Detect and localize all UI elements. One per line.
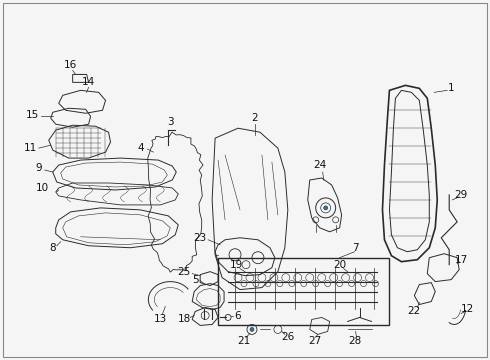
- Circle shape: [250, 328, 254, 332]
- Text: 16: 16: [64, 60, 77, 71]
- Text: 13: 13: [154, 314, 167, 324]
- Text: 10: 10: [36, 183, 49, 193]
- Text: 9: 9: [35, 163, 42, 173]
- Text: 1: 1: [448, 84, 455, 93]
- Text: 8: 8: [49, 243, 56, 253]
- Text: 5: 5: [192, 275, 198, 285]
- Text: 14: 14: [82, 77, 95, 87]
- Text: 18: 18: [177, 314, 191, 324]
- Text: 26: 26: [281, 332, 294, 342]
- Text: 29: 29: [455, 190, 468, 200]
- Text: 4: 4: [137, 143, 144, 153]
- Text: 28: 28: [348, 336, 361, 346]
- Text: 3: 3: [167, 117, 173, 127]
- Text: 6: 6: [235, 311, 242, 321]
- Text: 17: 17: [455, 255, 468, 265]
- Text: 11: 11: [24, 143, 37, 153]
- Text: 27: 27: [308, 336, 321, 346]
- Text: 7: 7: [352, 243, 359, 253]
- Text: 2: 2: [252, 113, 258, 123]
- Text: 22: 22: [408, 306, 421, 316]
- Bar: [218, 258, 390, 325]
- Text: 12: 12: [461, 305, 474, 315]
- Text: 21: 21: [237, 336, 250, 346]
- Text: 19: 19: [229, 260, 243, 270]
- Text: 15: 15: [26, 110, 40, 120]
- Circle shape: [324, 206, 328, 210]
- Text: 25: 25: [177, 267, 191, 276]
- Text: 24: 24: [313, 160, 326, 170]
- Text: 23: 23: [194, 233, 207, 243]
- Text: 20: 20: [333, 260, 346, 270]
